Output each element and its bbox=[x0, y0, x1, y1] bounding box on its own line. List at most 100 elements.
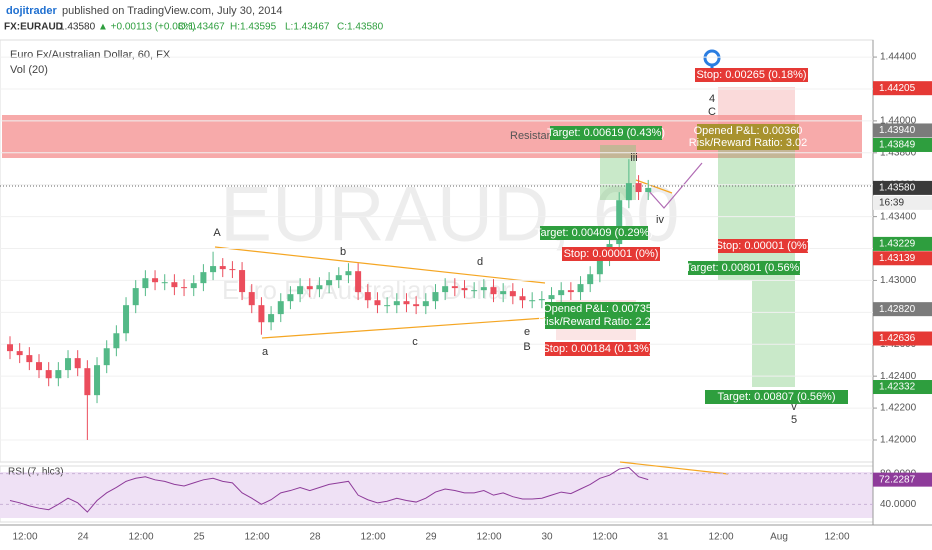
annotation-box bbox=[545, 302, 650, 316]
watermark-sub: Euro Fx/Australian Dollar bbox=[222, 275, 511, 305]
indicator-label: Vol (20) bbox=[10, 64, 48, 76]
x-tick-label: 12:00 bbox=[708, 532, 733, 543]
candle-body bbox=[645, 187, 652, 193]
candle-body bbox=[210, 266, 217, 273]
x-tick-label: 31 bbox=[657, 532, 669, 543]
price-label: 1.43849 bbox=[879, 140, 916, 151]
annotation: Risk/Reward Ratio: 3.02 bbox=[689, 137, 808, 149]
annotation-box bbox=[718, 239, 808, 253]
candle-body bbox=[480, 287, 487, 291]
candle-body bbox=[36, 362, 43, 371]
wave-label: v bbox=[791, 401, 797, 413]
candle-body bbox=[181, 287, 188, 289]
y-tick-label: 1.44400 bbox=[880, 52, 917, 63]
short-target-zone bbox=[718, 150, 795, 280]
candle-body bbox=[413, 304, 420, 307]
candle-body bbox=[384, 305, 391, 307]
annotation-box bbox=[705, 390, 848, 404]
candle-body bbox=[248, 292, 255, 306]
candle-body bbox=[258, 305, 265, 323]
price-label-box bbox=[873, 380, 932, 395]
candle-body bbox=[587, 274, 594, 285]
candle-body bbox=[74, 358, 81, 369]
annotation: Stop: 0.00001 (0%) bbox=[564, 248, 659, 260]
x-tick-label: 25 bbox=[193, 532, 205, 543]
candle-body bbox=[103, 348, 110, 366]
candle-body bbox=[616, 200, 623, 245]
candle-body bbox=[113, 333, 120, 349]
annotation: Target: 0.00807 (0.56%) bbox=[717, 391, 835, 403]
x-tick-label: 12:00 bbox=[592, 532, 617, 543]
candle-body bbox=[277, 301, 284, 315]
candle-body bbox=[509, 291, 516, 297]
candle-body bbox=[26, 355, 33, 363]
candle-body bbox=[45, 370, 52, 379]
wave-label: e bbox=[524, 326, 530, 338]
price-label: 1.42636 bbox=[879, 333, 916, 344]
candle-body bbox=[84, 368, 91, 396]
rsi-band bbox=[0, 472, 873, 518]
triangle-lower bbox=[261, 317, 546, 339]
x-tick-label: Aug bbox=[770, 532, 788, 543]
x-tick-label: 28 bbox=[309, 532, 321, 543]
symbol: FX:EURAUD bbox=[4, 22, 63, 33]
candle-body bbox=[529, 300, 536, 302]
ohlc-open: O:1.43467 bbox=[178, 22, 225, 33]
pane-title: Euro Fx/Australian Dollar, 60, FX bbox=[10, 49, 171, 61]
annotation-box bbox=[688, 261, 800, 275]
annotation: Target: 0.00409 (0.29%) bbox=[535, 227, 653, 239]
candle-body bbox=[558, 290, 565, 296]
triangle-upper bbox=[214, 246, 546, 284]
candle-body bbox=[335, 275, 342, 281]
annotation: Stop: 0.00184 (0.13%) bbox=[542, 343, 652, 355]
candle-body bbox=[596, 258, 603, 275]
y-tick-label: 1.43000 bbox=[880, 275, 917, 286]
x-tick-label: 12:00 bbox=[12, 532, 37, 543]
price-label: 1.43139 bbox=[879, 253, 916, 264]
candle-body bbox=[268, 314, 275, 323]
candle-body bbox=[490, 287, 497, 295]
candle-body bbox=[132, 288, 139, 306]
annotation: Risk/Reward Ratio: 2.22 bbox=[538, 316, 657, 328]
candle-body bbox=[229, 269, 236, 271]
wave-label: iii bbox=[630, 152, 637, 164]
candle-body bbox=[171, 282, 178, 288]
y-tick-label: 1.43800 bbox=[880, 147, 917, 158]
rsi-tick-label: 40.0000 bbox=[880, 499, 917, 510]
price: 1.43580 bbox=[59, 22, 96, 33]
annotation-box bbox=[550, 126, 662, 140]
x-tick-label: 12:00 bbox=[128, 532, 153, 543]
price-label: 1.43229 bbox=[879, 239, 916, 250]
ohlc-close: C:1.43580 bbox=[337, 22, 384, 33]
rsi-value-label: 72.2287 bbox=[879, 474, 916, 485]
candle-body bbox=[161, 282, 168, 284]
candle-body bbox=[567, 290, 574, 293]
x-tick-label: 24 bbox=[77, 532, 89, 543]
annotation-box bbox=[695, 68, 808, 82]
x-tick-label: 12:00 bbox=[244, 532, 269, 543]
y-tick-label: 1.42000 bbox=[880, 435, 917, 446]
candle-body bbox=[442, 286, 449, 293]
rsi-title: RSI (7, hlc3) bbox=[8, 467, 64, 478]
candle-body bbox=[65, 358, 72, 371]
candle-body bbox=[7, 344, 13, 352]
wave-label: d bbox=[477, 256, 483, 268]
candle-body bbox=[432, 292, 439, 302]
candle-body bbox=[393, 301, 400, 306]
projection-path bbox=[647, 162, 703, 209]
candle-body bbox=[364, 292, 371, 301]
wave-label: B bbox=[523, 341, 530, 353]
price-label-box bbox=[873, 180, 932, 195]
annotation: Stop: 0.00001 (0%) bbox=[716, 240, 811, 252]
price-label: 1.42820 bbox=[879, 304, 916, 315]
candle-body bbox=[461, 288, 468, 291]
candle-body bbox=[239, 270, 246, 293]
published: published on TradingView.com, July 30, 2… bbox=[62, 5, 283, 17]
annotation: Target: 0.00619 (0.43%) bbox=[547, 127, 665, 139]
price-label-box bbox=[873, 137, 932, 152]
wave-label: iv bbox=[656, 214, 664, 226]
x-tick-label: 12:00 bbox=[824, 532, 849, 543]
candle-body bbox=[16, 351, 23, 356]
candle-body bbox=[94, 365, 101, 396]
short-target-zone-2 bbox=[752, 280, 795, 387]
